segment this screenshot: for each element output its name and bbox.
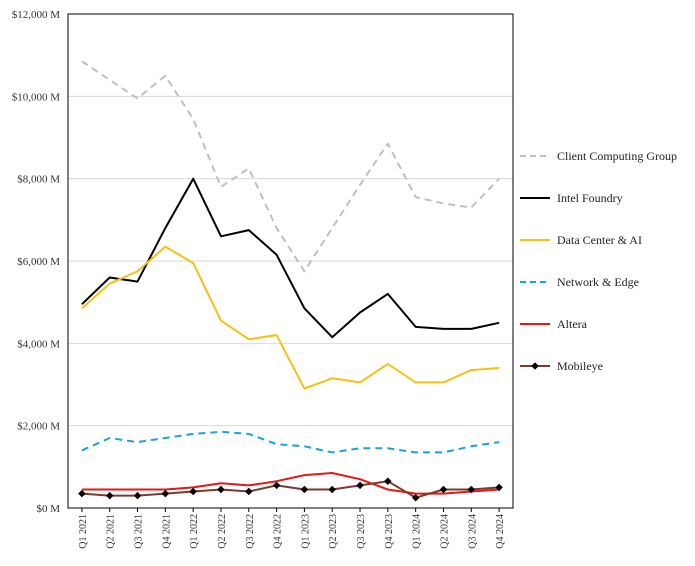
legend-label: Network & Edge [557, 275, 639, 289]
legend-item-altera: Altera [520, 317, 588, 331]
legend-label: Client Computing Group [557, 149, 677, 163]
x-tick-label: Q2 2022 [217, 514, 228, 549]
plot-area [67, 13, 514, 509]
series-data-center-and-ai [81, 245, 500, 390]
y-tick-label: $4,000 M [17, 338, 60, 350]
data-point-mobileye [272, 481, 281, 490]
y-tick-label: $10,000 M [12, 91, 61, 103]
legend-label: Mobileye [557, 359, 603, 373]
data-point-mobileye [78, 489, 86, 498]
legend-label: Altera [557, 317, 588, 331]
legend-item-mobileye: Mobileye [520, 359, 603, 373]
x-tick-label: Q4 2021 [161, 514, 172, 549]
series-client-computing-group [81, 60, 500, 273]
y-tick-label: $6,000 M [17, 256, 60, 268]
line-data-center-and-ai [81, 245, 500, 390]
y-axis: $0 M $2,000 M $4,000 M $6,000 M $8,000 M $10,… [12, 9, 61, 515]
y-tick-label: $12,000 M [12, 9, 61, 21]
data-point-mobileye [244, 487, 253, 496]
series-mobileye [78, 477, 503, 502]
legend-marker [531, 362, 539, 370]
x-tick-label: Q2 2021 [106, 514, 117, 549]
data-point-mobileye [328, 485, 337, 494]
series-lines [78, 60, 503, 502]
data-point-mobileye [495, 483, 503, 492]
x-tick-label: Q4 2024 [495, 514, 506, 549]
x-tick-label: Q2 2024 [439, 514, 450, 549]
legend-item-client-computing-group: Client Computing Group [520, 149, 677, 163]
x-tick-label: Q4 2023 [384, 514, 395, 549]
data-point-mobileye [217, 485, 225, 494]
line-mobileye [81, 480, 500, 499]
y-tick-label: $2,000 M [17, 421, 60, 433]
x-tick-label: Q3 2024 [467, 514, 478, 549]
line-altera [81, 472, 500, 495]
data-point-mobileye [356, 481, 364, 490]
x-tick-label: Q1 2024 [412, 514, 423, 549]
legend: Client Computing Group Intel Foundry Data … [520, 149, 677, 373]
legend-item-network-and-edge: Network & Edge [520, 275, 639, 289]
legend-label: Data Center & AI [557, 233, 642, 247]
x-tick-label: Q3 2021 [134, 514, 145, 549]
y-tick-label: $0 M [36, 503, 60, 515]
x-tick-label: Q1 2022 [189, 514, 200, 549]
series-altera [81, 472, 500, 495]
plot-border [67, 13, 514, 509]
legend-item-intel-foundry: Intel Foundry [520, 191, 623, 205]
data-point-mobileye [439, 485, 448, 494]
data-point-mobileye [383, 477, 392, 486]
x-tick-label: Q4 2022 [273, 514, 284, 549]
x-axis: Q1 2021 Q2 2021 Q3 2021 Q4 2021 Q1 2022 Q2 20… [78, 508, 506, 549]
data-point-mobileye [467, 485, 476, 494]
x-tick-label: Q1 2021 [78, 514, 89, 549]
line-client-computing-group [81, 60, 500, 273]
data-point-mobileye [133, 491, 142, 500]
x-tick-label: Q1 2023 [300, 514, 311, 549]
legend-item-data-center-and-ai: Data Center & AI [520, 233, 642, 247]
legend-label: Intel Foundry [557, 191, 623, 205]
line-intel-foundry [81, 177, 500, 339]
series-network-and-edge [81, 430, 500, 454]
data-point-mobileye [300, 485, 309, 494]
x-tick-label: Q2 2023 [328, 514, 339, 549]
data-point-mobileye [105, 491, 114, 500]
x-tick-label: Q3 2023 [356, 514, 367, 549]
x-tick-label: Q3 2022 [245, 514, 256, 549]
data-point-mobileye [161, 489, 170, 498]
line-network-and-edge [81, 430, 500, 454]
series-intel-foundry [81, 177, 500, 339]
data-point-mobileye [411, 493, 420, 502]
y-tick-label: $8,000 M [17, 174, 60, 186]
data-point-mobileye [189, 487, 198, 496]
